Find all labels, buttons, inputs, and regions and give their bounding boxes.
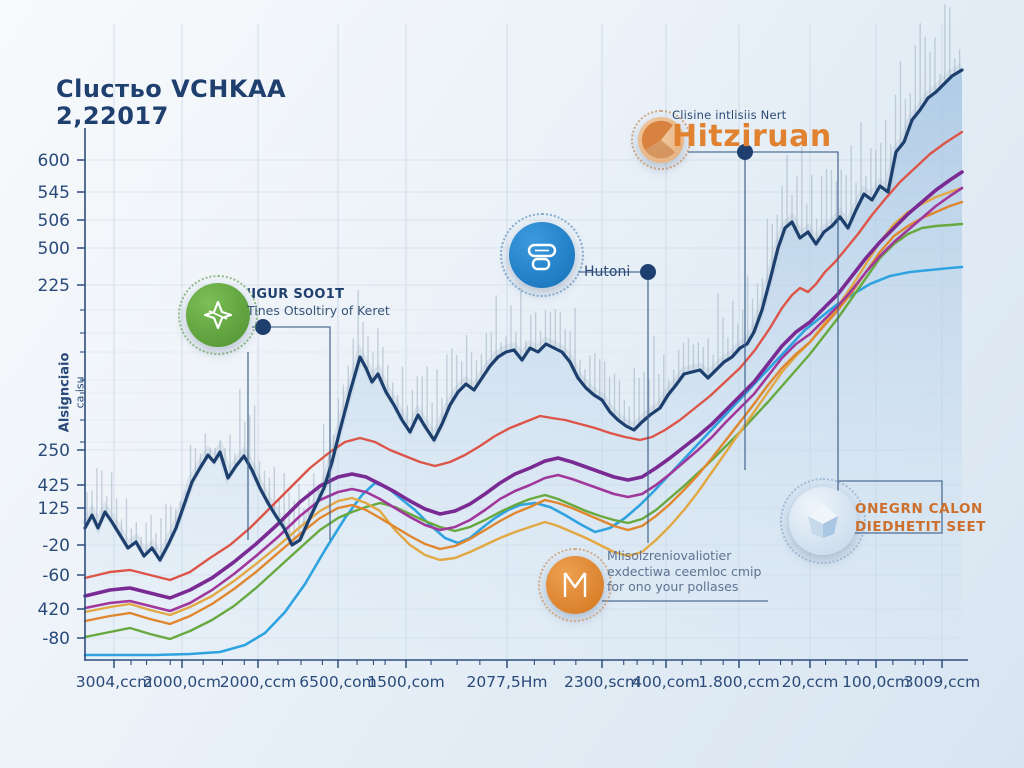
annotation-hitziruan-small: Clisine intlisiis Nert xyxy=(672,108,787,122)
series-purple-line xyxy=(83,170,964,600)
y-tick-label: 600 xyxy=(38,151,70,171)
y-tick-label: 545 xyxy=(38,183,70,203)
annotation-hitziruan-big: Hitziruan xyxy=(672,119,832,154)
series-main-index xyxy=(83,68,964,562)
y-tick-label: 125 xyxy=(38,499,70,519)
connector-dot xyxy=(640,264,656,280)
annotation-m-line3: for ono your pollases xyxy=(607,579,739,595)
annotation-hitziruan-label: Clisine intlisiis Nert Hitziruan xyxy=(672,108,832,152)
series-cyan-line xyxy=(83,265,964,657)
x-tick-label: 2000,0cm xyxy=(143,673,221,691)
annotation-m-badge-label: Mlisolzreniovaliotier exdectiwa ceemloc … xyxy=(607,548,761,595)
annotation-cube-line2: DIEDHETIT SEET xyxy=(855,519,987,536)
annotation-hutoni xyxy=(500,213,584,297)
annotation-cube xyxy=(780,478,866,564)
annotation-m-line1: Mlisolzreniovaliotier xyxy=(607,548,732,563)
x-tick-label: 1500,com xyxy=(367,673,444,691)
x-tick-label: 20,ccm xyxy=(782,673,839,691)
x-tick-label: 2000,ccm xyxy=(220,673,297,691)
annotation-hitziruan xyxy=(631,110,691,170)
chart-title-line2: 2,22017 xyxy=(56,101,169,130)
y-tick-label: 250 xyxy=(38,441,70,461)
ribbon-m-icon xyxy=(538,548,612,622)
chart-title-line1: Cluстьо VCHKAA xyxy=(56,75,287,103)
x-tick-label: 1.800,ccm xyxy=(698,673,779,691)
connector-dot xyxy=(737,144,753,160)
x-tick-label: 100,0cm xyxy=(842,673,910,691)
annotation-cube-line1: ONEGRN CALON xyxy=(855,501,983,517)
x-tick-label: 3009,ccm xyxy=(904,673,981,691)
series-green-line xyxy=(83,222,964,641)
annotation-igur-title: 'IGUR SOO1T xyxy=(247,287,345,302)
y-tick-label: 506 xyxy=(38,211,70,231)
annotation-connector xyxy=(688,151,943,534)
connector-dot xyxy=(255,319,271,335)
y-tick-label: 500 xyxy=(38,239,70,259)
x-tick-label: 2300,scm xyxy=(564,673,640,691)
annotation-igur-subtitle: Tines Otsoltiry of Keret xyxy=(247,303,390,318)
area-fill xyxy=(85,70,962,660)
annotation-hutoni-label: Hutoni xyxy=(584,264,631,280)
annotation-igur-label: 'IGUR SOO1T Tines Otsoltiry of Keret xyxy=(247,287,390,318)
y-tick-label: 420 xyxy=(38,600,70,620)
y-axis-title-line1: Alsignciaio xyxy=(57,352,73,433)
y-tick-label: 225 xyxy=(38,276,70,296)
y-tick-label: -20 xyxy=(42,536,70,556)
pie-icon xyxy=(631,110,691,170)
annotation-m-line2: exdectiwa ceemloc cmip xyxy=(607,563,762,579)
annotation-connector xyxy=(252,326,331,540)
chart-title: Cluстьо VCHKAA 2,22017 xyxy=(56,76,286,130)
cards-icon xyxy=(500,213,584,297)
x-tick-label: 2077,5Hm xyxy=(467,673,548,691)
y-axis-title: Alsignciaio ca isu xyxy=(58,312,87,472)
compass-star-icon xyxy=(178,275,258,355)
series-red-line xyxy=(83,130,964,582)
x-tick-label: 6500,com xyxy=(299,673,376,691)
y-tick-label: -80 xyxy=(42,629,70,649)
annotation-m-badge xyxy=(538,548,612,622)
annotation-igur xyxy=(178,275,258,355)
y-tick-label: 425 xyxy=(38,476,70,496)
x-tick-label: 400,com xyxy=(632,673,700,691)
series-orange-line xyxy=(83,200,964,626)
y-tick-label: -60 xyxy=(42,566,70,586)
y-axis-title-line2: ca isu xyxy=(73,376,87,409)
cube-icon xyxy=(780,478,866,564)
x-tick-label: 3004,ccm xyxy=(76,673,153,691)
annotation-cube-label: ONEGRN CALON DIEDHETIT SEET xyxy=(855,500,986,536)
